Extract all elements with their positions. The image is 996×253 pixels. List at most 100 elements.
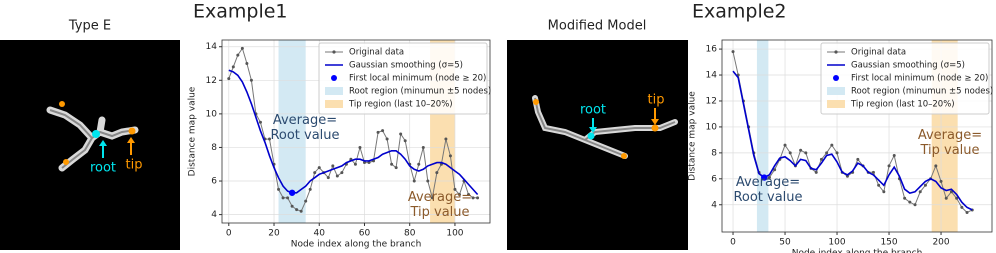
data-point [295,208,299,212]
root-label: root [580,103,606,118]
y-tick-label: 10 [706,122,718,132]
data-point [918,190,922,194]
data-point [814,170,818,174]
annotation: Tip value [409,205,469,220]
tip-point [63,159,69,165]
chart-title: Example2 [692,1,787,23]
data-point [471,196,475,200]
data-point [903,196,907,200]
data-point [955,196,959,200]
data-point [385,137,389,141]
data-point [435,171,439,175]
data-point [799,148,803,152]
legend-label: Tip region (last 10–20%) [850,100,955,110]
data-point [453,187,457,191]
root-arrow-head [589,127,597,133]
annotation: Average= [273,113,337,128]
x-tick-label: 100 [446,229,463,239]
tip-point [128,127,136,135]
y-tick-label: 8 [711,148,717,158]
tip-point [533,99,539,105]
tip-point [621,153,627,159]
data-point [457,192,461,196]
panel-title: Type E [68,19,111,34]
annotation: Tip value [919,143,979,158]
annotation: Average= [408,190,472,205]
data-point [286,196,290,200]
data-point [331,164,335,168]
data-point [426,179,430,183]
minimum-point [761,174,768,181]
data-point [236,53,240,57]
data-point [399,132,403,136]
legend-label: Gaussian smoothing (σ=5) [349,61,463,71]
data-point [240,46,244,50]
panel-title: Modified Model [548,19,647,34]
legend-label: Tip region (last 10–20%) [348,100,453,110]
legend-swatch [827,100,845,108]
region-band [756,40,769,232]
data-point [908,200,912,204]
legend-label: First local minimum (node ≥ 20) [349,74,486,84]
data-point [227,77,231,81]
data-point [245,62,249,66]
x-tick-label: 200 [932,238,949,248]
y-axis-label: Distance map value [688,91,698,181]
series-line [732,70,973,211]
legend-label: Root region (minumun ±5 nodes) [349,87,491,97]
data-point [960,205,964,209]
x-tick-label: 40 [314,229,326,239]
root-point [92,130,100,138]
legend-box [318,42,488,115]
tip-label: tip [648,93,665,108]
data-point [362,161,366,165]
plot-frame [221,39,491,224]
data-point [340,171,344,175]
data-point [390,162,394,166]
data-point [819,157,823,161]
legend-label: Root region (minumun ±5 nodes) [851,87,993,97]
x-axis-label: Node index along the branch [291,240,422,250]
data-point [856,157,860,161]
legend-swatch [332,50,336,54]
data-point [877,183,881,187]
data-point [448,154,452,158]
root-point [587,132,595,140]
data-point [934,164,938,168]
data-point [923,183,927,187]
data-point [731,50,735,54]
data-point [845,174,849,178]
y-tick-label: 10 [206,109,218,119]
data-point [304,199,308,203]
legend-swatch [834,50,838,54]
x-tick-label: 80 [404,229,416,239]
data-point [231,65,235,69]
data-point [267,137,271,141]
annotation: Average= [736,175,800,190]
chart-title: Example1 [193,1,288,23]
root-arrow-head [99,140,107,146]
series-line [228,69,479,196]
data-point [403,139,407,143]
data-point [335,174,339,178]
y-tick-label: 14 [206,42,218,52]
y-tick-label: 14 [706,71,718,81]
data-point [258,120,262,124]
data-point [367,161,371,165]
y-tick-label: 6 [211,177,217,187]
x-tick-label: 100 [828,238,845,248]
data-point [308,187,312,191]
data-point [887,164,891,168]
data-point [299,209,303,213]
y-tick-label: 4 [211,210,217,220]
image-panel [0,40,180,250]
skeleton-center [534,97,676,157]
data-point [913,203,917,207]
legend-swatch [827,87,845,95]
tip-arrow-head [127,137,135,143]
legend-label: Gaussian smoothing (σ=5) [851,61,965,71]
y-tick-label: 8 [211,143,217,153]
data-point [358,145,362,149]
x-tick-label: 150 [880,238,897,248]
